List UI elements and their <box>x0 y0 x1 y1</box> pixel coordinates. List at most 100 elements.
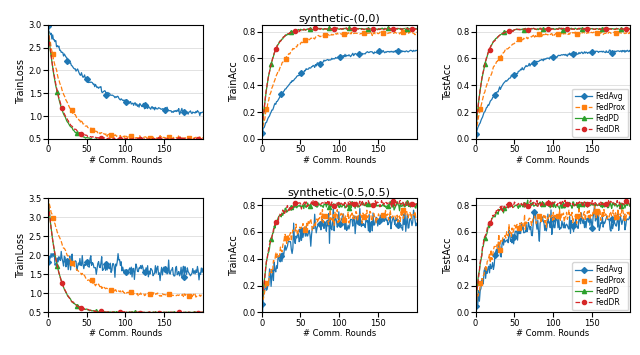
FedProx <box>615 217 623 221</box>
FedProx <box>268 89 275 94</box>
FedProx <box>264 280 272 284</box>
FedPD <box>258 303 266 307</box>
FedPD <box>401 26 408 31</box>
FedAvg <box>73 68 81 72</box>
Y-axis label: TrainLoss: TrainLoss <box>16 59 26 104</box>
FedAvg <box>196 113 204 118</box>
FedProx <box>620 218 628 223</box>
FedAvg <box>258 302 266 306</box>
FedProx <box>479 278 486 282</box>
FedProx <box>264 100 272 104</box>
FedAvg <box>287 80 294 84</box>
FedAvg <box>85 80 93 84</box>
FedDR <box>192 137 200 141</box>
FedPD <box>85 136 93 140</box>
FedPD <box>478 77 486 82</box>
FedDR <box>413 27 420 32</box>
FedPD <box>44 26 52 30</box>
FedProx <box>472 304 479 308</box>
FedProx <box>199 136 207 140</box>
FedProx <box>192 295 200 299</box>
FedPD <box>51 75 58 79</box>
FedProx <box>482 264 490 269</box>
Line: FedAvg: FedAvg <box>46 24 205 118</box>
FedPD <box>627 27 634 31</box>
FedDR <box>413 202 420 206</box>
FedProx <box>478 101 486 105</box>
FedProx <box>627 216 634 220</box>
FedDR <box>258 131 266 136</box>
FedProx <box>405 30 413 34</box>
FedPD <box>620 27 627 31</box>
FedPD <box>258 131 266 135</box>
FedAvg <box>199 266 207 271</box>
Legend: FedAvg, FedProx, FedPD, FedDR: FedAvg, FedProx, FedPD, FedDR <box>572 262 628 310</box>
FedPD <box>513 27 520 32</box>
FedProx <box>199 294 207 298</box>
FedAvg <box>399 49 407 54</box>
FedPD <box>333 26 340 30</box>
Line: FedAvg: FedAvg <box>474 203 632 308</box>
FedDR <box>627 201 634 205</box>
Line: FedPD: FedPD <box>46 26 205 144</box>
FedAvg <box>186 110 193 114</box>
Line: FedAvg: FedAvg <box>260 207 419 315</box>
FedAvg <box>54 43 61 48</box>
Title: synthetic-(0.5,0.5): synthetic-(0.5,0.5) <box>288 187 390 197</box>
FedDR <box>500 31 508 35</box>
FedAvg <box>268 273 276 278</box>
FedDR <box>500 204 508 208</box>
Line: FedPD: FedPD <box>260 26 419 135</box>
FedAvg <box>264 116 272 120</box>
FedDR <box>199 310 207 314</box>
FedAvg <box>193 271 200 275</box>
FedPD <box>524 198 531 202</box>
FedDR <box>614 202 622 206</box>
Y-axis label: TrainLoss: TrainLoss <box>16 233 26 278</box>
FedProx <box>399 31 407 35</box>
FedPD <box>264 77 272 81</box>
FedPD <box>299 203 307 207</box>
FedAvg <box>481 110 489 114</box>
FedDR <box>264 250 272 255</box>
Line: FedPD: FedPD <box>474 26 632 135</box>
FedPD <box>73 304 81 308</box>
FedAvg <box>627 217 634 221</box>
FedAvg <box>472 131 479 136</box>
FedAvg <box>268 110 275 114</box>
FedPD <box>401 204 408 209</box>
FedDR <box>54 264 61 269</box>
FedDR <box>358 198 366 203</box>
FedDR <box>385 26 392 30</box>
FedDR <box>299 202 307 207</box>
FedProx <box>319 207 326 212</box>
FedAvg <box>481 266 489 270</box>
FedAvg <box>401 209 409 213</box>
FedProx <box>44 27 52 31</box>
FedDR <box>73 128 81 132</box>
FedAvg <box>406 216 414 220</box>
FedAvg <box>191 111 199 115</box>
FedAvg <box>500 237 508 241</box>
FedAvg <box>44 260 52 264</box>
FedDR <box>151 311 159 315</box>
FedAvg <box>478 116 486 121</box>
FedDR <box>472 131 479 136</box>
FedPD <box>413 27 420 31</box>
FedDR <box>299 28 307 32</box>
FedPD <box>85 308 93 313</box>
FedProx <box>501 233 509 237</box>
Y-axis label: TestAcc: TestAcc <box>444 237 453 274</box>
FedProx <box>591 203 598 208</box>
FedProx <box>54 72 61 76</box>
FedAvg <box>58 249 65 253</box>
FedDR <box>51 74 58 78</box>
FedPD <box>472 131 479 135</box>
FedPD <box>44 196 52 201</box>
FedProx <box>500 50 508 54</box>
Line: FedAvg: FedAvg <box>46 249 205 283</box>
FedProx <box>481 90 489 94</box>
FedAvg <box>356 206 364 211</box>
FedPD <box>73 131 81 135</box>
FedPD <box>171 311 179 316</box>
